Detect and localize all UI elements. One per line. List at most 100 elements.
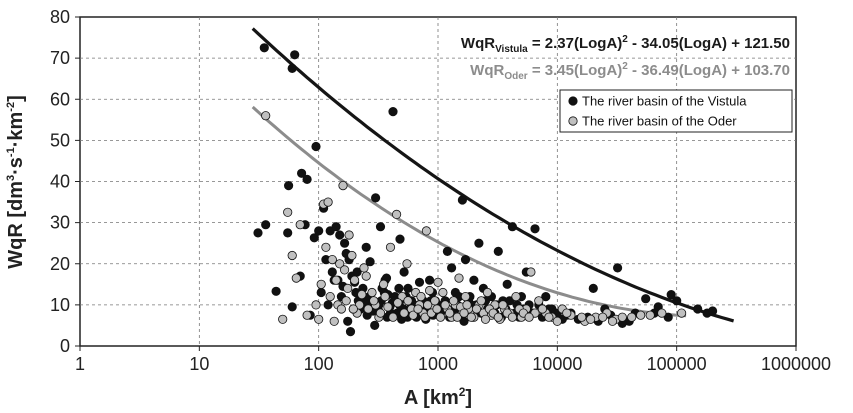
vistula-point <box>339 238 350 248</box>
oder-point <box>657 308 667 318</box>
vistula-point <box>388 107 398 117</box>
oder-point <box>482 287 493 298</box>
equation-vistula-prefix: WqR <box>461 35 495 52</box>
oder-point <box>552 316 562 326</box>
oder-point <box>460 291 471 302</box>
vistula-point <box>530 224 540 234</box>
oder-point <box>335 259 345 269</box>
oder-point <box>462 300 472 310</box>
oder-point <box>331 275 341 285</box>
vistula-point <box>311 141 321 152</box>
y-tick-label: 20 <box>50 254 70 274</box>
vistula-point <box>309 233 319 243</box>
oder-point <box>466 312 476 322</box>
oder-point <box>369 296 379 306</box>
oder-point <box>459 308 469 318</box>
oder-point <box>375 308 386 318</box>
oder-point <box>471 304 482 314</box>
vistula-point <box>370 193 381 203</box>
vistula-point <box>693 304 703 314</box>
vistula-point <box>474 238 484 248</box>
oder-point <box>329 316 339 326</box>
trendline-vistula <box>251 27 735 323</box>
oder-point <box>347 250 357 261</box>
equation-vistula: WqRVistula = 2.37(LogA)2 - 34.05(LogA) +… <box>461 34 790 55</box>
y-axis-title-sup2: -1 <box>5 147 17 157</box>
vistula-point <box>395 234 405 244</box>
oder-point <box>302 310 312 320</box>
y-tick-label: 30 <box>50 213 70 233</box>
oder-point <box>416 291 426 302</box>
legend: The river basin of the Vistula The river… <box>559 89 793 133</box>
oder-point <box>283 207 293 217</box>
vistula-point <box>343 316 353 326</box>
vistula-point <box>253 228 263 238</box>
oder-point <box>627 312 637 322</box>
y-axis-title: WqR [dm3·s-1·km-2] <box>5 95 27 269</box>
vistula-point <box>469 275 479 285</box>
vistula-point <box>302 174 312 184</box>
oder-point <box>391 209 402 219</box>
oder-point <box>420 312 430 322</box>
vistula-point <box>493 246 503 256</box>
vistula-point <box>316 287 326 298</box>
oder-point <box>607 316 618 326</box>
oder-point <box>493 312 503 322</box>
x-tick-label: 100 <box>304 354 334 374</box>
oder-point <box>385 242 396 252</box>
oder-point <box>432 304 442 314</box>
y-axis-title-text: WqR [dm <box>5 181 27 269</box>
vistula-point <box>612 263 623 273</box>
oder-point <box>341 296 351 306</box>
plot-area <box>79 16 797 347</box>
y-tick-label: 50 <box>50 130 70 150</box>
vistula-point <box>296 168 307 178</box>
x-axis-title-sup: 2 <box>459 385 466 399</box>
equation-vistula-sup: 2 <box>622 34 628 45</box>
y-axis-ticks: 0 10 20 30 40 50 60 70 80 <box>50 7 80 356</box>
x-axis-title: A [km2] <box>404 385 472 409</box>
oder-point <box>287 250 297 261</box>
oder-point <box>636 310 646 320</box>
oder-point <box>617 312 627 322</box>
oder-point <box>645 310 655 320</box>
vistula-point <box>502 279 512 289</box>
oder-point <box>344 230 354 240</box>
x-tick-label: 100000 <box>647 354 707 374</box>
vistula-point <box>259 43 269 53</box>
oder-point <box>323 197 333 207</box>
equation-vistula-sub: Vistula <box>495 44 528 55</box>
vistula-point <box>505 296 515 306</box>
legend-label-vistula: The river basin of the Vistula <box>582 94 747 109</box>
oder-point <box>423 300 433 310</box>
vistula-point <box>460 255 471 265</box>
y-axis-title-sup3: -2 <box>5 102 17 112</box>
oder-point <box>348 304 358 314</box>
data-points <box>253 43 718 337</box>
vistula-point <box>507 222 518 232</box>
x-tick-label: 1000000 <box>761 354 831 374</box>
vistula-point <box>323 300 333 310</box>
oder-point <box>339 265 350 275</box>
vistula-point <box>541 291 551 302</box>
oder-point <box>585 314 596 324</box>
equation-oder-prefix: WqR <box>470 62 504 79</box>
x-tick-label: 10000 <box>532 354 582 374</box>
vistula-point <box>314 226 324 236</box>
oder-point <box>327 255 337 265</box>
y-axis-title-close: ] <box>5 95 27 102</box>
x-axis-ticks: 1 10 100 1000 10000 100000 1000000 <box>75 346 831 374</box>
oder-point <box>361 271 371 281</box>
oder-point <box>433 277 443 287</box>
vistula-point <box>375 222 386 232</box>
oder-point <box>424 285 435 296</box>
oder-point <box>408 310 418 320</box>
vistula-point <box>283 228 293 238</box>
x-axis-title-close: ] <box>465 387 472 409</box>
oder-point <box>336 304 346 314</box>
vistula-point <box>331 222 341 232</box>
vistula-point <box>442 246 452 256</box>
vistula-point <box>424 275 435 285</box>
oder-point <box>343 283 353 293</box>
oder-point <box>480 314 491 324</box>
